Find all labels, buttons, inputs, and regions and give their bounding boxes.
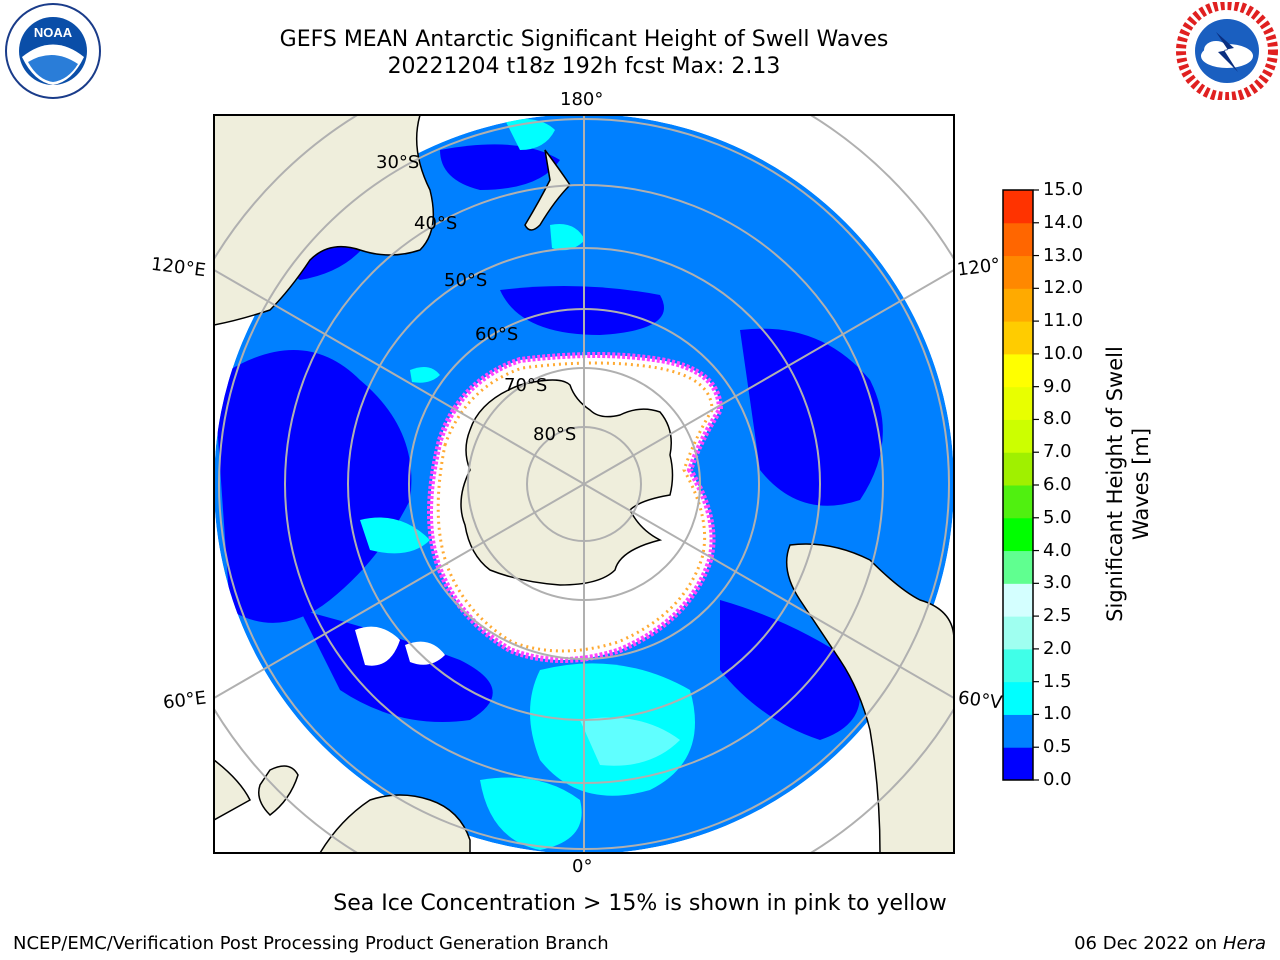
footer-date-text: 06 Dec 2022 on (1074, 933, 1218, 954)
land-masses (214, 115, 954, 853)
colorbar-bin (1003, 616, 1033, 650)
colorbar-tick-label: 11.0 (1043, 310, 1084, 332)
lon-label-0: 0° (572, 856, 593, 877)
colorbar-bin (1003, 485, 1033, 519)
footer-credit: NCEP/EMC/Verification Post Processing Pr… (13, 933, 609, 954)
lat-label-80s: 80°S (533, 424, 577, 445)
colorbar-tick-label: 3.0 (1043, 572, 1072, 594)
colorbar-bin (1003, 386, 1033, 420)
colorbar-tick-label: 0.5 (1043, 736, 1072, 758)
noaa-logo: NOAA (5, 3, 101, 99)
colorbar-tick-label: 2.0 (1043, 637, 1072, 659)
national-weather-service-logo (1176, 2, 1278, 100)
colorbar-bin (1003, 288, 1033, 322)
colorbar-tick-label: 13.0 (1043, 244, 1084, 266)
lon-label-180: 180° (560, 89, 604, 110)
colorbar-tick-label: 12.0 (1043, 277, 1084, 299)
lat-label-30s: 30°S (376, 152, 420, 173)
colorbar (1002, 189, 1039, 781)
colorbar-bin (1003, 714, 1033, 748)
colorbar-tick-label: 14.0 (1043, 211, 1084, 233)
colorbar-bin (1003, 419, 1033, 453)
title-line-1: GEFS MEAN Antarctic Significant Height o… (279, 27, 889, 52)
graticule (214, 115, 954, 853)
colorbar-tick-label: 7.0 (1043, 441, 1072, 463)
colorbar-bin (1003, 550, 1033, 584)
colorbar-bin (1003, 222, 1033, 257)
colorbar-tick-label: 1.0 (1043, 703, 1072, 725)
svg-text:NOAA: NOAA (34, 25, 73, 40)
colorbar-bin (1003, 321, 1033, 355)
colorbar-tick-label: 4.0 (1043, 539, 1072, 561)
colorbar-tick-label: 9.0 (1043, 375, 1072, 397)
colorbar-tick-label: 15.0 (1043, 179, 1084, 200)
lat-label-40s: 40°S (414, 213, 458, 234)
lat-label-50s: 50°S (444, 270, 488, 291)
colorbar-label: Significant Height of Swell Waves [m] (1103, 346, 1153, 622)
colorbar-bin (1003, 648, 1033, 683)
colorbar-tick-label: 2.5 (1043, 605, 1072, 627)
sea-ice-note: Sea Ice Concentration > 15% is shown in … (333, 891, 947, 916)
colorbar-tick-label: 6.0 (1043, 474, 1072, 495)
colorbar-bin (1003, 452, 1033, 486)
footer-host: Hera (1222, 933, 1266, 954)
colorbar-tick-label: 5.0 (1043, 506, 1072, 528)
title-line-2: 20221204 t18z 192h fcst Max: 2.13 (387, 54, 781, 79)
lat-label-60s: 60°S (475, 324, 519, 345)
colorbar-bin (1003, 583, 1033, 617)
colorbar-tick-label: 8.0 (1043, 408, 1072, 430)
colorbar-bin (1003, 681, 1033, 715)
colorbar-bin (1003, 190, 1033, 224)
colorbar-tick-label: 0.0 (1043, 769, 1072, 790)
map-frame (213, 114, 955, 854)
colorbar-bin (1003, 517, 1033, 552)
colorbar-bin (1003, 747, 1033, 781)
lat-label-70s: 70°S (504, 375, 548, 396)
footer-date: 06 Dec 2022 on Hera (1074, 933, 1266, 954)
colorbar-bin (1003, 353, 1033, 388)
colorbar-tick-label: 10.0 (1043, 342, 1084, 364)
colorbar-tick-label: 1.5 (1043, 670, 1072, 692)
antarctica (460, 379, 674, 586)
colorbar-bin (1003, 255, 1033, 289)
